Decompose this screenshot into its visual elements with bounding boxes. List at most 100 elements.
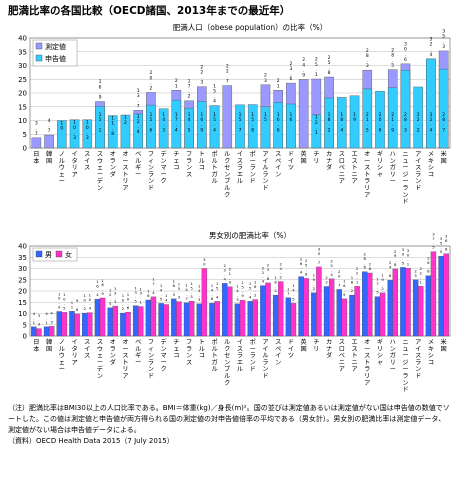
category-label: イ — [275, 353, 281, 360]
bar-male — [31, 326, 37, 337]
data-label-female: 9 — [394, 253, 397, 258]
data-label-reported: 2 — [391, 112, 394, 118]
data-label-male: 5 — [440, 240, 443, 245]
category-label: ス — [351, 158, 357, 165]
data-label-male: 0 — [58, 296, 61, 301]
y-tick-label: 5 — [23, 131, 27, 139]
bar-reported — [286, 103, 296, 149]
bar-female — [418, 286, 424, 337]
bar-male — [107, 307, 113, 337]
category-label: コ — [199, 165, 205, 172]
y-tick-label: 0 — [23, 333, 27, 341]
bar-male — [56, 311, 62, 337]
category-label: ス — [84, 339, 90, 346]
data-label-female: 0 — [407, 252, 410, 257]
data-label-female: 6 — [343, 283, 346, 288]
data-label-male: . — [199, 292, 200, 297]
bar-female — [367, 272, 373, 337]
category-label: ド — [148, 373, 154, 380]
data-label-measured: 7 — [137, 103, 140, 109]
data-label-measured: 3 — [442, 29, 445, 35]
category-label: イ — [288, 346, 294, 353]
category-label: ア — [351, 178, 357, 185]
data-label-reported: 1 — [277, 112, 280, 118]
data-label-female: 2 — [254, 293, 257, 298]
data-label-male: . — [262, 274, 263, 279]
data-label-male: 5 — [249, 286, 252, 291]
data-label-reported: 4 — [175, 127, 178, 133]
source-text: （資料）OECD Health Data 2015（7 July 2015） — [8, 437, 174, 445]
data-label-male: 1 — [211, 283, 214, 288]
data-label-reported: 2 — [137, 119, 140, 125]
category-label: ト — [211, 165, 217, 172]
category-label: リ — [377, 346, 383, 353]
data-label-female: . — [191, 290, 192, 295]
category-label: ー — [364, 158, 370, 165]
category-label: ト — [199, 151, 205, 158]
data-label-female: . — [407, 257, 408, 262]
data-label-measured: . — [430, 48, 431, 53]
data-label-measured: 3 — [366, 63, 369, 69]
bar-female — [316, 266, 322, 337]
bar-reported — [209, 105, 220, 149]
bar-female — [188, 300, 195, 337]
category-label: ル — [224, 151, 230, 158]
category-label: ス — [84, 353, 90, 360]
category-label: ー — [59, 366, 65, 373]
category-label: シ — [377, 353, 383, 360]
data-label-female: 1 — [152, 277, 155, 282]
data-label-measured: . — [405, 53, 406, 58]
data-label-male: 5 — [414, 273, 417, 278]
bar-male — [374, 296, 381, 337]
category-label: ニ — [351, 359, 357, 366]
bar-male — [132, 305, 139, 337]
data-label-male: 1 — [185, 283, 188, 288]
data-label-reported: 1 — [111, 121, 114, 127]
data-label-measured: 3 — [137, 93, 140, 99]
data-label-male: 6 — [364, 265, 367, 270]
category-label: フ — [148, 339, 154, 346]
category-label: デ — [97, 365, 104, 373]
data-label-reported: . — [239, 123, 240, 128]
category-label: ン — [262, 366, 268, 373]
data-label-male: 5 — [134, 299, 137, 304]
data-label-male: 2 — [325, 280, 328, 285]
data-label-male: . — [84, 302, 85, 307]
data-label-reported: 0 — [86, 125, 89, 131]
data-label-reported: 6 — [277, 117, 280, 123]
data-label-female: 1 — [127, 292, 130, 297]
category-label: ー — [97, 359, 103, 366]
data-label-measured: . — [150, 81, 151, 86]
chart-title: 肥満人口（obese population）の比率（%） — [173, 22, 327, 32]
data-label-reported: 2 — [417, 127, 420, 133]
data-label-measured: 2 — [302, 57, 305, 63]
category-label: ル — [237, 178, 243, 185]
data-label-female: . — [318, 256, 319, 261]
data-label-male: 4 — [45, 311, 48, 316]
category-label: キ — [428, 346, 434, 353]
data-label-female: 9 — [241, 293, 244, 298]
bar-male — [43, 326, 50, 337]
category-label: ス — [339, 339, 345, 346]
data-label-reported: 3 — [162, 127, 165, 133]
category-label: タ — [71, 157, 77, 165]
bar-male — [82, 312, 88, 337]
data-label-reported: . — [74, 131, 75, 136]
category-label: ス — [339, 151, 345, 158]
bar-female — [430, 251, 437, 337]
category-label: ル — [211, 178, 217, 185]
data-label-female: 7 — [318, 260, 321, 265]
data-label-female: 4 — [216, 294, 219, 299]
data-label-male: 2 — [364, 251, 367, 256]
data-label-female: 2 — [280, 275, 283, 280]
category-label: ス — [97, 151, 103, 158]
bar-male — [222, 283, 228, 337]
category-label: ュ — [402, 158, 408, 165]
category-label: ウ — [97, 157, 103, 165]
category-label: ン — [186, 165, 192, 172]
data-label-measured: . — [303, 68, 304, 73]
data-label-reported: . — [188, 123, 189, 128]
category-label: 米 — [441, 150, 447, 158]
data-label-reported: . — [328, 123, 329, 128]
category-label: イ — [84, 346, 90, 353]
